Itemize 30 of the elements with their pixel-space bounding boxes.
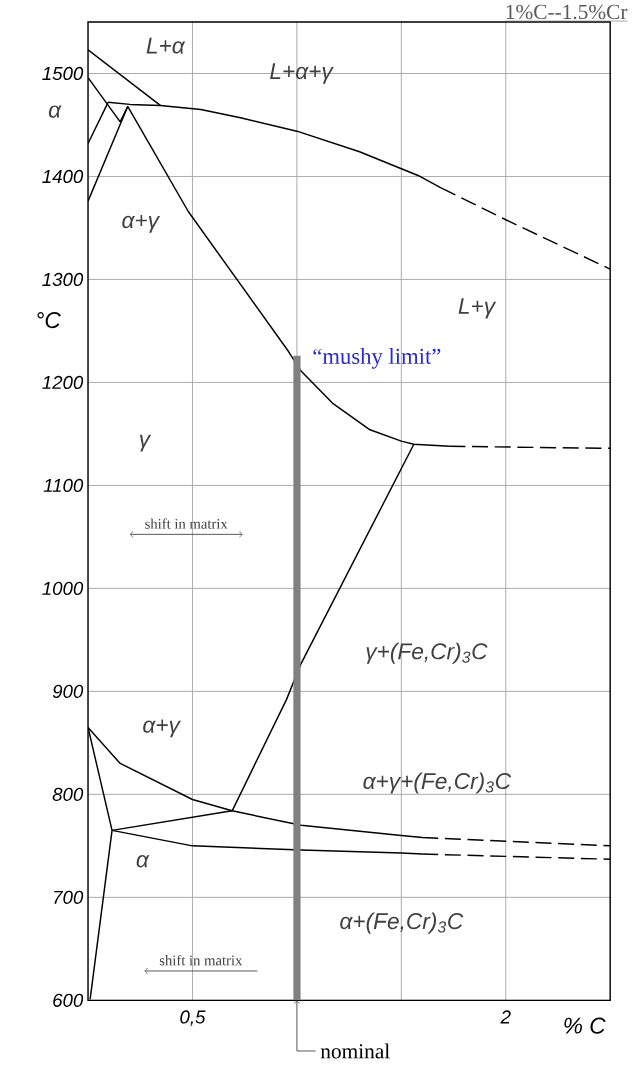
- chart-title: 1%C--1.5%Cr: [506, 4, 628, 20]
- y-tick-label: 700: [53, 890, 84, 904]
- annotation: nominal: [320, 1043, 390, 1059]
- annotation: α+γ: [143, 719, 181, 738]
- y-tick-label: 1400: [42, 169, 84, 184]
- annotation: γ: [139, 434, 152, 452]
- annotation: “mushy limit”: [313, 348, 441, 369]
- annotation: shift in matrix: [159, 954, 243, 966]
- x-tick-label: 2: [500, 1010, 511, 1024]
- annotation: γ+(Fe,Cr)$_{3}$C: [366, 642, 488, 664]
- x-tick-label: 0,5: [180, 1010, 206, 1026]
- y-axis-title: °C: [37, 312, 61, 329]
- y-tick-label: 1000: [42, 581, 84, 596]
- annotation: L+α: [146, 37, 186, 54]
- y-tick-label: 900: [52, 684, 84, 698]
- y-tick-label: 1300: [42, 272, 84, 287]
- annotation: α: [136, 855, 150, 868]
- y-tick-label: 1500: [42, 66, 84, 81]
- y-tick-label: 1100: [43, 478, 84, 493]
- annotation: α+γ: [122, 214, 160, 233]
- y-tick-label: 600: [53, 993, 84, 1007]
- annotation: L+γ: [458, 298, 497, 319]
- annotation: α+γ+(Fe,Cr)$_{3}$C: [363, 772, 512, 794]
- text: α: [48, 105, 62, 118]
- x-axis-title: % C: [564, 1017, 606, 1034]
- y-tick-label: 800: [52, 787, 84, 801]
- annotation: shift in matrix: [145, 518, 228, 529]
- y-tick-label: 1200: [42, 375, 84, 390]
- annotation: L+α+γ: [269, 63, 334, 84]
- annotation: α+(Fe,Cr)$_{3}$C: [340, 912, 464, 934]
